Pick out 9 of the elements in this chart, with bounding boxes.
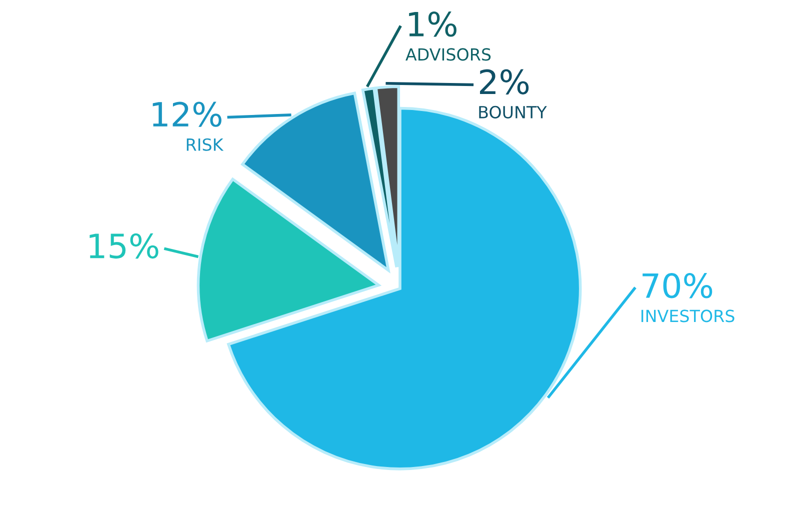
- data-label: 2%: [480, 69, 529, 94]
- data-label: 12%: [152, 102, 222, 127]
- slice-label: ADVISORS: [406, 48, 491, 61]
- data-label: 1%: [409, 12, 456, 37]
- data-label: 70%: [642, 273, 712, 298]
- slice-label: BOUNTY: [479, 106, 547, 118]
- slice-label: INVESTORS: [642, 310, 734, 322]
- data-label: 15%: [90, 233, 158, 259]
- slice-label: RISK: [186, 138, 224, 151]
